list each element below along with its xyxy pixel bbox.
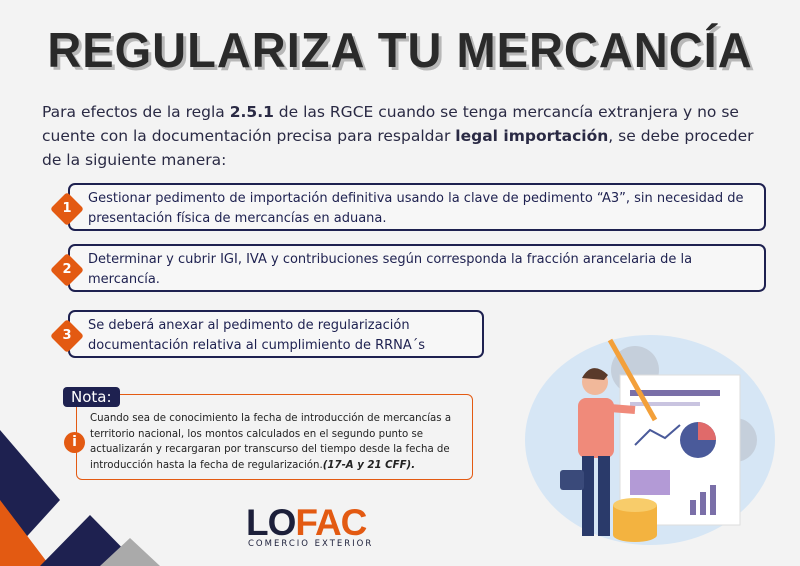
- intro-part: de las RGCE cuando se tenga mercancía ex…: [42, 103, 739, 145]
- note-reference: (17-A y 21 CFF).: [322, 459, 416, 471]
- step-badge: 3: [50, 319, 84, 353]
- step-1: Gestionar pedimento de importación defin…: [68, 183, 766, 231]
- step-text: Gestionar pedimento de importación defin…: [88, 191, 744, 226]
- logo-part: LO: [246, 502, 296, 543]
- logo-tagline: COMERCIO EXTERIOR: [248, 539, 374, 549]
- intro-text: Para efectos de la regla 2.5.1 de las RG…: [42, 100, 772, 172]
- note-text: Cuando sea de conocimiento la fecha de i…: [90, 411, 470, 473]
- step-badge: 1: [50, 192, 84, 226]
- intro-part: Para efectos de la regla: [42, 103, 230, 121]
- step-number: 1: [62, 201, 72, 216]
- business-illustration: [525, 335, 775, 545]
- rule-number: 2.5.1: [229, 103, 274, 121]
- intro-emphasis: legal importación: [455, 127, 609, 145]
- corner-decoration: [0, 430, 160, 566]
- step-number: 2: [62, 262, 72, 277]
- info-icon: i: [64, 432, 85, 453]
- note-label: Nota:: [63, 387, 120, 407]
- note-body: Cuando sea de conocimiento la fecha de i…: [90, 413, 452, 471]
- step-text: Se deberá anexar al pedimento de regular…: [88, 318, 426, 353]
- page-title: REGULARIZA TU MERCANCÍA: [47, 21, 753, 78]
- step-2: Determinar y cubrir IGI, IVA y contribuc…: [68, 244, 766, 292]
- step-badge: 2: [50, 253, 84, 287]
- briefcase-icon: [560, 470, 584, 490]
- step-3: Se deberá anexar al pedimento de regular…: [68, 310, 484, 358]
- lofac-logo: LOFAC: [246, 502, 367, 544]
- step-number: 3: [62, 328, 72, 343]
- pencil-icon: [607, 338, 658, 422]
- intro-part: , se debe proceder de la siguiente maner…: [42, 127, 754, 169]
- step-text: Determinar y cubrir IGI, IVA y contribuc…: [88, 252, 693, 287]
- logo-part: FAC: [295, 502, 367, 543]
